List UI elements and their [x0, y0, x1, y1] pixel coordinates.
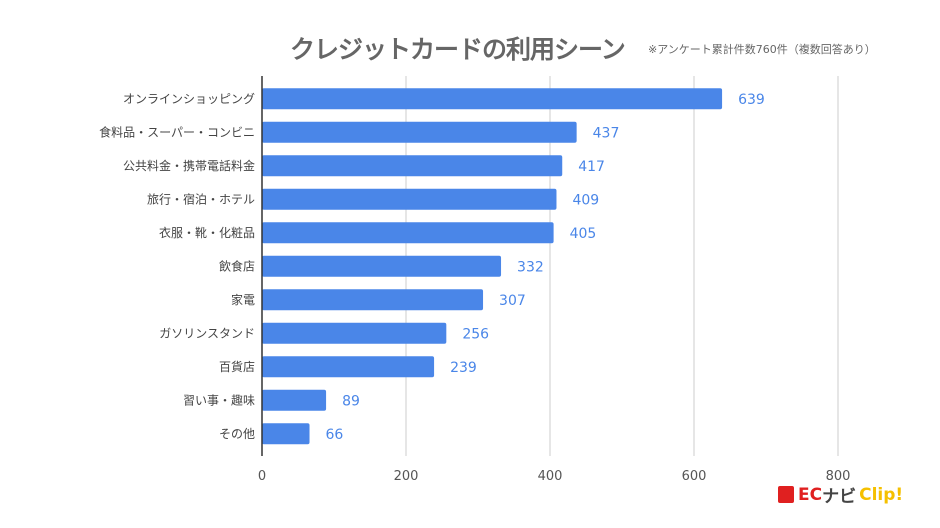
data-label: 239 [450, 360, 477, 376]
y-category-label: 衣服・靴・化粧品 [159, 225, 255, 240]
data-label: 307 [499, 293, 526, 309]
x-tick-label: 400 [538, 469, 563, 484]
y-category-label: 飲食店 [219, 258, 255, 273]
data-label: 89 [342, 393, 360, 409]
data-label: 256 [462, 326, 489, 342]
shopping-bag-icon [778, 486, 794, 503]
bar [262, 322, 447, 344]
y-category-label: オンラインショッピング [123, 92, 255, 106]
ec-navi-clip-logo: EC ナビ Clip! [778, 482, 903, 507]
x-tick-label: 600 [682, 469, 707, 484]
y-category-label: 旅行・宿泊・ホテル [147, 191, 255, 206]
chart-title: クレジットカードの利用シーン [290, 35, 626, 64]
bar [262, 155, 563, 177]
bar [262, 289, 484, 311]
bar [262, 88, 723, 110]
logo-clip: Clip! [859, 484, 904, 505]
bar [262, 356, 435, 378]
data-label: 66 [326, 427, 344, 443]
data-label: 332 [517, 259, 544, 275]
bar [262, 389, 327, 411]
x-tick-label: 200 [394, 469, 419, 484]
x-tick-label: 800 [826, 469, 851, 484]
logo-ec: EC [798, 484, 823, 505]
data-label: 437 [593, 125, 620, 141]
x-tick-label: 0 [258, 469, 266, 484]
y-category-label: 食料品・スーパー・コンビニ [99, 124, 255, 139]
data-label: 639 [738, 92, 765, 108]
y-category-label: 家電 [231, 292, 255, 307]
data-label: 405 [570, 226, 597, 242]
bar [262, 255, 502, 277]
chart-subtitle: ※アンケート累計件数760件（複数回答あり） [648, 43, 876, 56]
bar [262, 188, 557, 210]
data-label: 409 [572, 192, 599, 208]
bar [262, 121, 577, 143]
bar [262, 222, 554, 244]
y-category-label: 習い事・趣味 [183, 392, 255, 407]
y-category-label: 公共料金・携帯電話料金 [123, 158, 255, 173]
y-category-label: ガソリンスタンド [159, 326, 255, 340]
y-category-label: 百貨店 [219, 359, 255, 374]
bar [262, 423, 310, 445]
logo-navi: ナビ [822, 487, 857, 507]
y-category-label: その他 [219, 427, 255, 441]
data-label: 417 [578, 159, 605, 175]
